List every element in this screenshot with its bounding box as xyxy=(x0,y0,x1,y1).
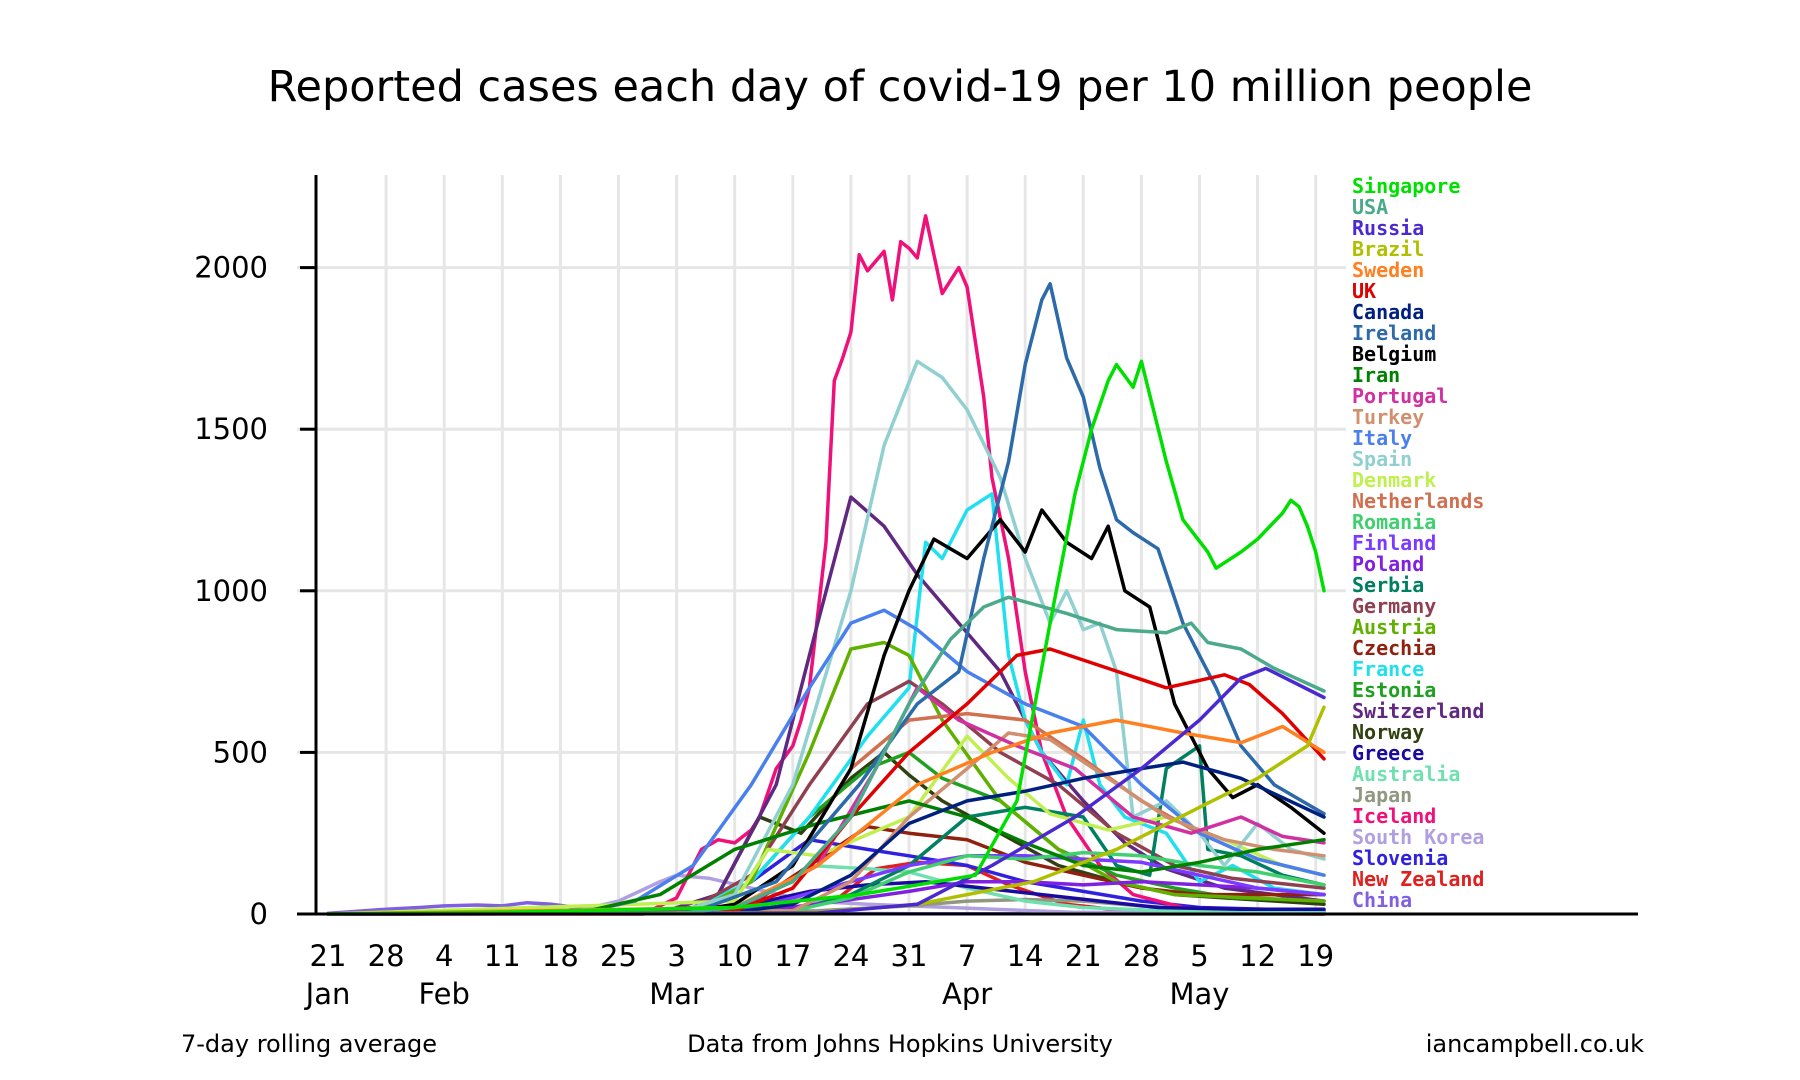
x-month-label: Feb xyxy=(419,977,470,1011)
legend-entry: Spain xyxy=(1352,447,1413,471)
legend-entry: Greece xyxy=(1352,741,1425,765)
x-tick-label: 21 xyxy=(1065,939,1102,973)
x-tick-label: 14 xyxy=(1007,939,1044,973)
legend-entry: Estonia xyxy=(1352,678,1437,702)
legend-entry: South Korea xyxy=(1352,825,1485,849)
x-tick-label: 19 xyxy=(1297,939,1334,973)
legend-entry: Brazil xyxy=(1352,237,1425,261)
legend-entry: Ireland xyxy=(1352,321,1437,345)
series-line xyxy=(326,760,1326,916)
legend-entry: New Zealand xyxy=(1352,867,1485,891)
x-tick-label: 3 xyxy=(667,939,685,973)
x-tick-label: 10 xyxy=(716,939,753,973)
x-tick-label: 24 xyxy=(832,939,869,973)
series-line xyxy=(326,282,1326,916)
legend-entry: Slovenia xyxy=(1352,846,1449,870)
x-month-label: Apr xyxy=(942,977,992,1011)
series-lines xyxy=(326,214,1326,916)
x-tick-label: 4 xyxy=(435,939,453,973)
legend-entry: Romania xyxy=(1352,510,1437,534)
y-tick-label: 1500 xyxy=(194,412,268,446)
legend-entry: Serbia xyxy=(1352,573,1425,597)
series-line xyxy=(326,595,1326,916)
x-month-label: Jan xyxy=(304,977,351,1011)
legend-entry: Japan xyxy=(1352,783,1413,807)
footer-site: iancampbell.co.uk xyxy=(1425,1030,1644,1058)
series-line xyxy=(326,744,1326,916)
y-tick-label: 500 xyxy=(213,735,268,769)
legend-entry: Finland xyxy=(1352,531,1437,555)
legend-entry: Denmark xyxy=(1352,468,1437,492)
series-line xyxy=(326,799,1326,916)
legend-entry: Poland xyxy=(1352,552,1425,576)
x-tick-label: 7 xyxy=(958,939,976,973)
series-line xyxy=(326,508,1326,916)
x-tick-label: 18 xyxy=(542,939,579,973)
series-line xyxy=(326,359,1326,916)
chart-title: Reported cases each day of covid-19 per … xyxy=(267,62,1533,112)
series-line xyxy=(326,679,1326,916)
x-tick-label: 5 xyxy=(1190,939,1208,973)
legend-entry: Norway xyxy=(1352,720,1425,744)
legend-entry: Germany xyxy=(1352,594,1437,618)
legend-entry: Australia xyxy=(1352,762,1461,786)
y-tick-label: 2000 xyxy=(194,251,268,285)
series-line xyxy=(326,608,1326,916)
footer-rolling-average: 7-day rolling average xyxy=(181,1030,438,1058)
legend-entry: Italy xyxy=(1352,426,1413,450)
x-tick-label: 31 xyxy=(891,939,928,973)
legend-entry: Canada xyxy=(1352,300,1425,324)
legend: Singapore USA Russia Brazil Sweden UK Canada Ir… xyxy=(1352,176,1484,911)
series-line xyxy=(326,873,1326,916)
x-tick-label: 11 xyxy=(484,939,521,973)
y-tick-labels: 0 500 1000 1500 2000 xyxy=(194,251,268,931)
legend-entry: Switzerland xyxy=(1352,699,1485,723)
legend-entry: Sweden xyxy=(1352,258,1425,282)
x-tick-label: 28 xyxy=(368,939,405,973)
y-tick-label: 0 xyxy=(250,897,268,931)
legend-entry: Portugal xyxy=(1352,384,1449,408)
legend-entry: France xyxy=(1352,657,1425,681)
legend-entry: Netherlands xyxy=(1352,489,1485,513)
legend-entry: Russia xyxy=(1352,216,1425,240)
series-line xyxy=(326,718,1326,916)
axes xyxy=(297,175,1638,916)
series-line xyxy=(326,492,1326,916)
legend-entry: UK xyxy=(1352,279,1377,303)
legend-entry: Belgium xyxy=(1352,342,1437,366)
footer-data-source: Data from Johns Hopkins University xyxy=(687,1030,1113,1058)
x-month-label: May xyxy=(1170,977,1230,1011)
series-line xyxy=(326,359,1326,916)
series-line xyxy=(326,666,1326,916)
x-tick-label: 17 xyxy=(774,939,811,973)
x-tick-label: 21 xyxy=(310,939,347,973)
series-line xyxy=(326,850,1326,916)
legend-entry: Singapore xyxy=(1352,174,1461,198)
legend-entry: Iran xyxy=(1352,363,1401,387)
x-tick-label: 12 xyxy=(1239,939,1276,973)
legend-entry: Austria xyxy=(1352,615,1437,639)
legend-entry: China xyxy=(1352,888,1413,912)
series-line xyxy=(326,647,1326,916)
x-tick-label: 28 xyxy=(1123,939,1160,973)
legend-entry: Iceland xyxy=(1352,804,1437,828)
x-month-label: Mar xyxy=(649,977,704,1011)
x-tick-labels: 21 Jan 28 4 Feb 11 18 25 3 Mar 10 17 24 31 7 Apr 14 21 28 5… xyxy=(304,939,1335,1011)
x-tick-label: 25 xyxy=(600,939,637,973)
legend-entry: Turkey xyxy=(1352,405,1425,429)
legend-entry: Czechia xyxy=(1352,636,1437,660)
y-tick-label: 1000 xyxy=(194,574,268,608)
legend-entry: USA xyxy=(1352,195,1389,219)
